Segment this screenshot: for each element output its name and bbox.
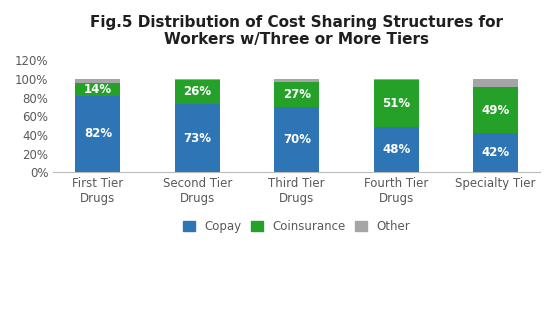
Bar	[175, 79, 220, 80]
Bar	[76, 79, 120, 83]
Bar	[274, 107, 319, 172]
Text: 14%: 14%	[84, 83, 112, 96]
Bar	[473, 87, 518, 133]
Bar	[274, 82, 319, 107]
Text: 82%: 82%	[84, 127, 112, 140]
Bar	[76, 96, 120, 172]
Text: 49%: 49%	[481, 104, 510, 116]
Bar	[473, 133, 518, 172]
Text: 70%: 70%	[283, 133, 311, 146]
Title: Fig.5 Distribution of Cost Sharing Structures for
Workers w/Three or More Tiers: Fig.5 Distribution of Cost Sharing Struc…	[90, 15, 503, 47]
Bar	[274, 79, 319, 82]
Text: 26%: 26%	[183, 85, 211, 99]
Text: 51%: 51%	[382, 97, 410, 110]
Bar	[175, 80, 220, 104]
Bar	[374, 127, 419, 172]
Text: 27%: 27%	[283, 88, 311, 101]
Text: 73%: 73%	[183, 132, 211, 145]
Bar	[473, 79, 518, 87]
Bar	[76, 83, 120, 96]
Legend: Copay, Coinsurance, Other: Copay, Coinsurance, Other	[178, 215, 415, 238]
Text: 42%: 42%	[481, 146, 510, 159]
Bar	[374, 80, 419, 127]
Bar	[175, 104, 220, 172]
Bar	[374, 79, 419, 80]
Text: 48%: 48%	[382, 143, 410, 156]
